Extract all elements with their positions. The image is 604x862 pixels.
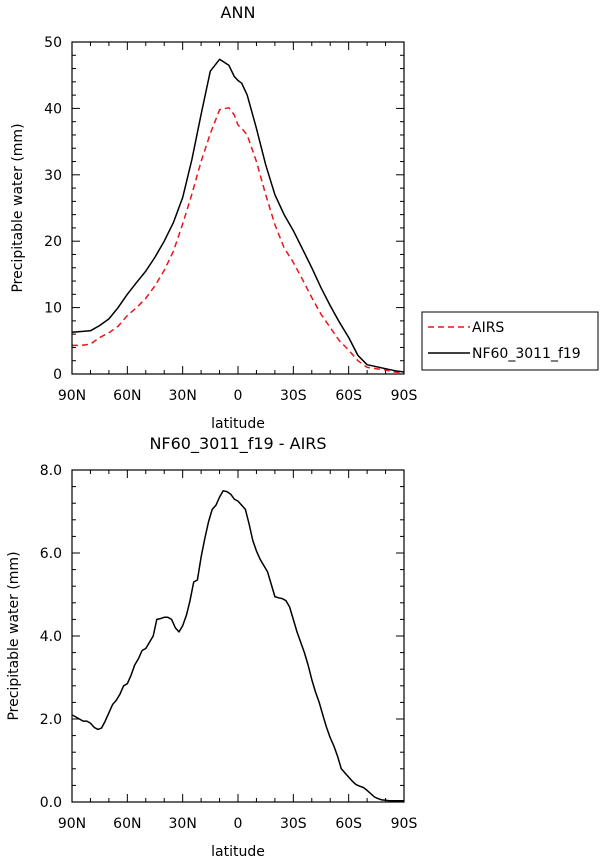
top-x-tick-label: 30S xyxy=(280,388,307,404)
top-y-tick-label: 40 xyxy=(44,101,62,117)
bottom-chart-ticks xyxy=(71,469,405,803)
bottom-y-tick-label: 0.0 xyxy=(40,795,62,811)
bottom-chart-tick-labels: 90N 60N 30N 0 30S 60S 90S 0.0 2.0 4.0 6.0 8.0 xyxy=(40,463,418,832)
bottom-chart-ylabel: Precipitable water (mm) xyxy=(6,551,22,720)
top-y-tick-label: 20 xyxy=(44,234,62,250)
top-chart-xlabel: latitude xyxy=(211,416,265,432)
top-x-tick-label: 60S xyxy=(335,388,362,404)
top-y-tick-label: 30 xyxy=(44,168,62,184)
bottom-x-tick-label: 90S xyxy=(391,816,418,832)
top-x-tick-label: 90N xyxy=(58,388,86,404)
top-x-tick-label: 60N xyxy=(113,388,141,404)
top-chart-panel: ANN latitude Precipitable water (mm) 90N… xyxy=(10,3,417,432)
legend-label-airs: AIRS xyxy=(472,320,504,336)
bottom-chart-panel: NF60_3011_f19 - AIRS latitude Precipitab… xyxy=(6,434,417,860)
top-x-tick-label: 0 xyxy=(234,388,243,404)
top-y-tick-label: 10 xyxy=(44,301,62,317)
bottom-x-tick-label: 90N xyxy=(58,816,86,832)
legend-label-nf60: NF60_3011_f19 xyxy=(472,346,581,362)
legend: AIRS NF60_3011_f19 xyxy=(421,311,599,371)
top-chart-frame xyxy=(71,41,405,375)
top-chart-title: ANN xyxy=(221,3,256,22)
bottom-y-tick-label: 8.0 xyxy=(40,463,62,479)
top-chart-series xyxy=(71,58,405,374)
top-y-tick-label: 50 xyxy=(44,35,62,51)
bottom-series-line-1 xyxy=(71,490,404,802)
bottom-chart-frame xyxy=(71,469,405,803)
top-x-tick-label: 30N xyxy=(169,388,197,404)
top-y-tick-label: 0 xyxy=(53,367,62,383)
bottom-chart-series xyxy=(71,490,404,802)
top-series-line-1 xyxy=(72,106,405,374)
bottom-chart-xlabel: latitude xyxy=(211,844,265,860)
bottom-x-tick-label: 60S xyxy=(335,816,362,832)
bottom-y-tick-label: 4.0 xyxy=(40,629,62,645)
top-chart-tick-labels: 90N 60N 30N 0 30S 60S 90S 0 10 20 30 40 50 xyxy=(44,35,417,404)
bottom-y-tick-label: 6.0 xyxy=(40,546,62,562)
top-chart-ylabel: Precipitable water (mm) xyxy=(10,123,26,292)
bottom-x-tick-label: 60N xyxy=(113,816,141,832)
legend-box xyxy=(421,311,599,371)
bottom-x-tick-label: 30N xyxy=(169,816,197,832)
bottom-chart-title: NF60_3011_f19 - AIRS xyxy=(149,434,326,454)
bottom-x-tick-label: 30S xyxy=(280,816,307,832)
top-series-line-2 xyxy=(71,58,405,373)
top-chart-ticks xyxy=(71,41,405,375)
top-x-tick-label: 90S xyxy=(391,388,418,404)
bottom-x-tick-label: 0 xyxy=(234,816,243,832)
bottom-y-tick-label: 2.0 xyxy=(40,712,62,728)
